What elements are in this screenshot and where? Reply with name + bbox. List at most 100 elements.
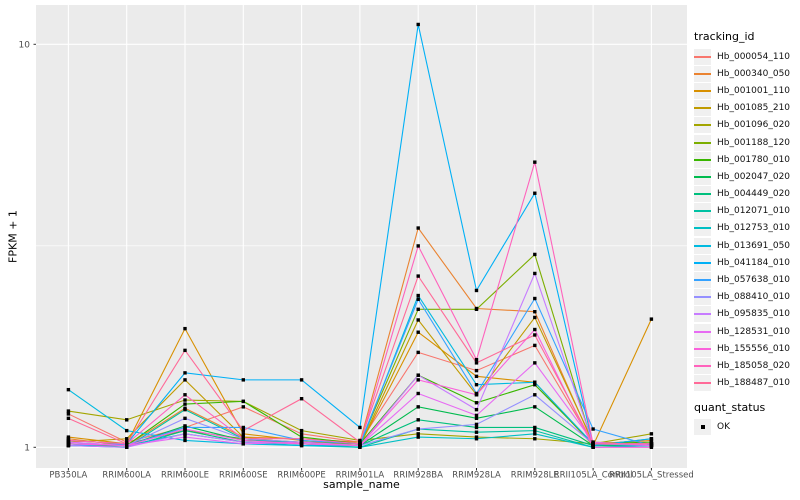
legend-key-line-icon (694, 48, 711, 65)
legend-item-label: Hb_188487_010 (717, 378, 791, 389)
data-point (474, 374, 479, 379)
legend-item-label: Hb_004449_020 (717, 189, 791, 200)
data-point (533, 343, 537, 348)
data-point (183, 427, 187, 431)
data-point (474, 382, 479, 387)
legend-panel: tracking_id Hb_000054_110 Hb_000340_050 Hb… (694, 30, 790, 436)
legend-item-label: Hb_001188_120 (717, 137, 791, 148)
data-point (299, 443, 304, 448)
data-point (183, 393, 187, 397)
legend-item-label: Hb_012753_010 (717, 223, 791, 234)
data-point (66, 416, 71, 421)
data-point (416, 418, 420, 422)
data-point (533, 296, 537, 301)
legend-item-label: Hb_088410_010 (717, 292, 791, 303)
data-point (183, 438, 187, 443)
legend-item-Hb_001096_020: Hb_001096_020 (694, 117, 790, 134)
legend-key-line-icon (694, 186, 711, 203)
legend-key-line-icon (694, 65, 711, 82)
data-point (358, 445, 362, 449)
data-point (474, 361, 479, 365)
data-point (533, 191, 537, 195)
data-point (533, 327, 537, 332)
data-point (474, 288, 479, 293)
x-tick-label: RRIM600PE (277, 471, 325, 481)
x-axis-title: sample_name (323, 478, 400, 491)
data-point (183, 348, 187, 353)
legend-item-Hb_001188_120: Hb_001188_120 (694, 134, 790, 151)
legend-key-line-icon (694, 323, 711, 340)
legend-items: Hb_000054_110 Hb_000340_050 Hb_001001_110 H… (694, 48, 790, 392)
data-point (649, 437, 654, 441)
legend-item-label: Hb_000340_050 (717, 68, 791, 79)
data-point (474, 368, 479, 373)
data-point (241, 432, 245, 436)
legend-key-line-icon (694, 306, 711, 323)
x-tick-label: RRII105LA_Control (554, 471, 633, 481)
data-point (241, 425, 245, 430)
data-point (358, 442, 362, 446)
legend-item-label: Hb_001780_010 (717, 154, 791, 165)
legend-item-label: Hb_001096_020 (717, 120, 791, 131)
data-point (416, 226, 420, 230)
data-point (66, 387, 71, 392)
data-point (66, 443, 71, 448)
data-point (649, 445, 654, 449)
data-point (533, 310, 537, 314)
data-point (474, 416, 479, 421)
data-point (533, 382, 537, 387)
legend-item-Hb_000340_050: Hb_000340_050 (694, 65, 790, 82)
data-points (66, 22, 654, 449)
data-point (591, 427, 595, 431)
data-point (183, 371, 187, 375)
data-point (183, 378, 187, 382)
legend-item-label: Hb_128531_010 (717, 326, 791, 337)
data-point (241, 442, 245, 446)
data-point (66, 412, 71, 416)
x-tick-label: RRIM928LA (452, 471, 501, 481)
data-point (416, 435, 420, 439)
data-point (591, 443, 595, 448)
x-tick-label: RRIM600LE (161, 471, 209, 481)
data-point (241, 437, 245, 441)
data-point (474, 401, 479, 405)
data-point (416, 432, 420, 436)
data-point (591, 445, 595, 449)
legend-item-label: Hb_000054_110 (717, 51, 791, 62)
data-point (533, 252, 537, 257)
legend-item-quant-ok: OK (694, 419, 790, 436)
data-point (533, 315, 537, 320)
legend-item-label: Hb_002047_020 (717, 171, 791, 182)
data-point (183, 407, 187, 412)
legend-title-quant-status: quant_status (694, 400, 766, 414)
legend-item-Hb_155556_010: Hb_155556_010 (694, 340, 790, 357)
data-point (358, 440, 362, 444)
legend-title-tracking-id: tracking_id (694, 30, 755, 43)
legend-item-Hb_041184_010: Hb_041184_010 (694, 254, 790, 271)
data-point (533, 432, 537, 436)
data-point (183, 398, 187, 402)
data-point (474, 430, 479, 434)
data-point (416, 427, 420, 431)
legend-item-Hb_188487_010: Hb_188487_010 (694, 375, 790, 392)
legend-item-label: Hb_012071_010 (717, 206, 791, 217)
data-point (649, 432, 654, 436)
legend-item-Hb_128531_010: Hb_128531_010 (694, 323, 790, 340)
data-point (474, 393, 479, 397)
legend-key-line-icon (694, 237, 711, 254)
data-point (241, 378, 245, 382)
legend-item-Hb_012753_010: Hb_012753_010 (694, 220, 790, 237)
data-point (416, 391, 420, 396)
data-point (183, 416, 187, 421)
y-tick-label: 1 (24, 443, 30, 453)
data-point (66, 435, 71, 439)
data-point (474, 357, 479, 362)
legend-item-Hb_001001_110: Hb_001001_110 (694, 82, 790, 99)
plot-panel (36, 5, 687, 468)
data-point (533, 428, 537, 433)
y-axis-title: FPKM + 1 (6, 210, 20, 263)
data-point (533, 405, 537, 409)
data-point (416, 350, 420, 355)
